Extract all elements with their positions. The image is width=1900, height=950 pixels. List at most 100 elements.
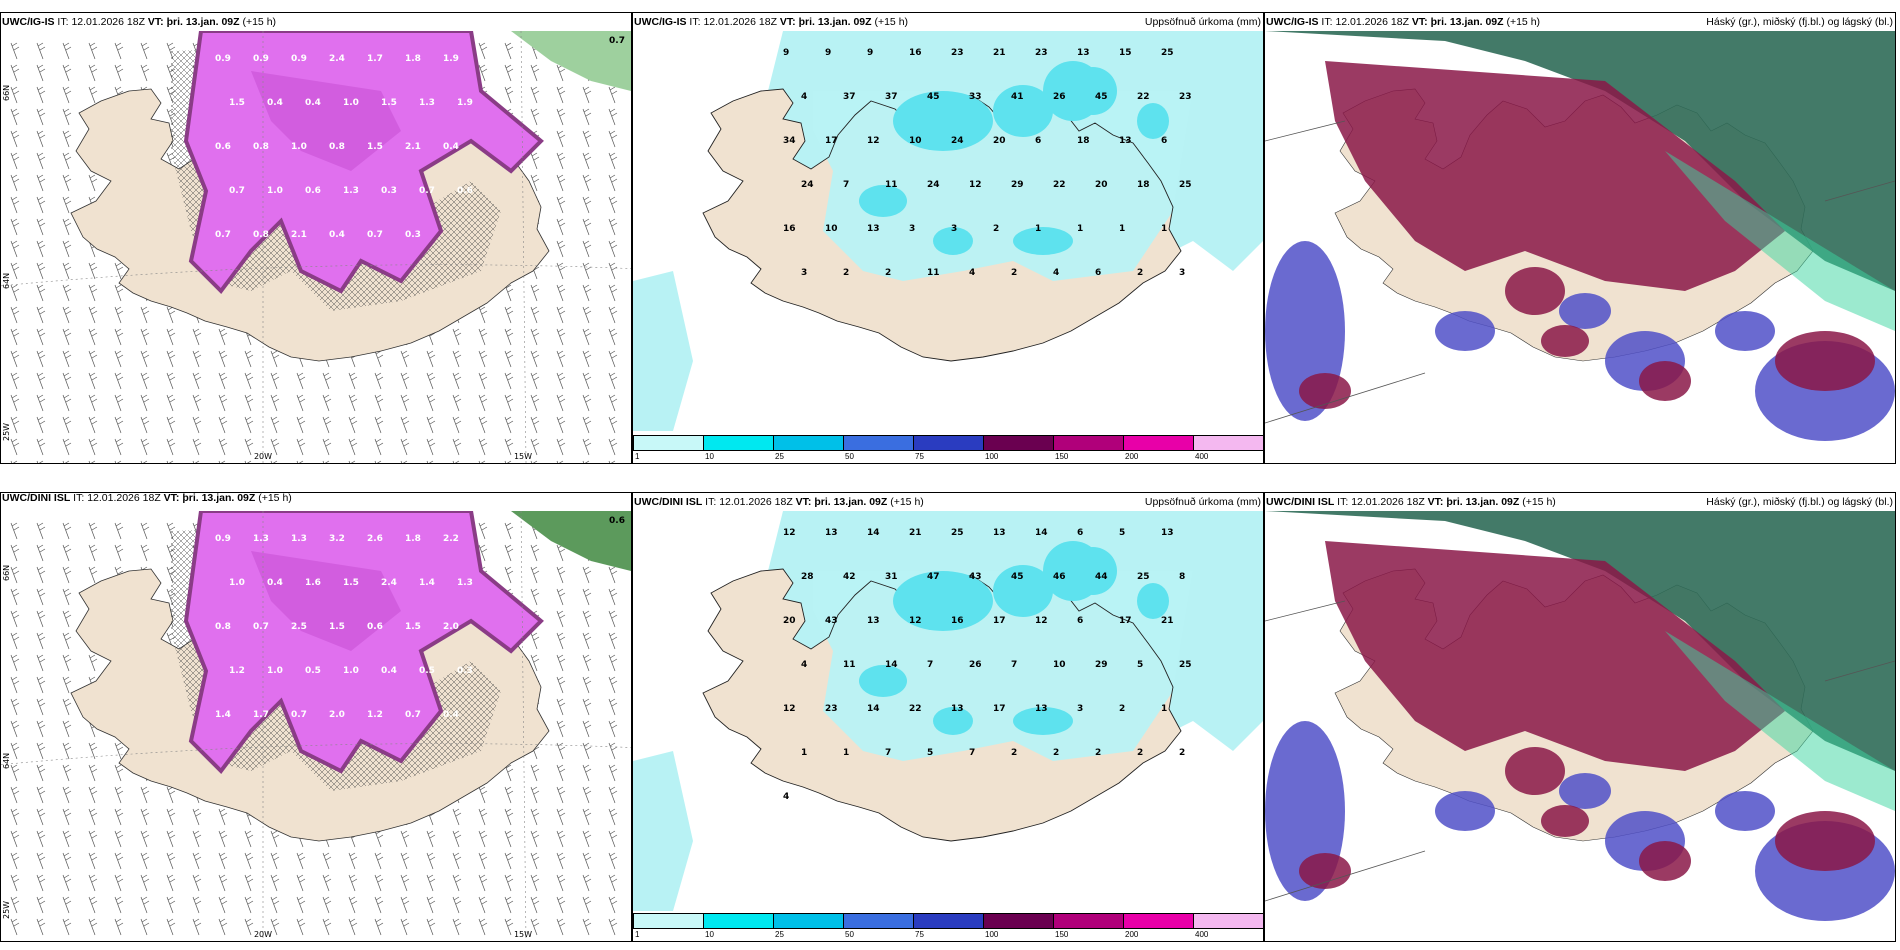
- precip-value: 2: [1137, 748, 1143, 758]
- precip-patch: [893, 571, 993, 631]
- precip-patch: [1137, 583, 1169, 619]
- it-label: IT:: [1337, 496, 1349, 508]
- precip-value: 6: [1035, 136, 1041, 146]
- value-label: 0.7: [367, 230, 383, 240]
- precip-value: 2: [993, 224, 999, 234]
- graticule: [1265, 600, 1895, 902]
- value-label: 2.5: [291, 622, 307, 632]
- precip-value: 2: [1137, 268, 1143, 278]
- model-name: UWC/DINI ISL: [1266, 496, 1335, 508]
- precip-patch: [993, 85, 1053, 137]
- legend-swatch: [983, 435, 1054, 451]
- low-cloud: [1559, 773, 1611, 809]
- precip-value: 7: [927, 660, 933, 670]
- precip-value: 37: [885, 92, 898, 102]
- value-label: 1.0: [229, 578, 245, 588]
- precip-value: 1: [1035, 224, 1041, 234]
- precip-value: 1: [843, 748, 849, 758]
- corner-value: 0.7: [609, 36, 625, 46]
- wind-map: 20W 15W 66N 64N 25W 0.7 0.9 0.9 0.9 2.4 1.7 1.8 1.9 1…: [1, 31, 631, 463]
- it-value: 12.01.2026 18Z: [87, 492, 161, 504]
- precip-value: 21: [909, 528, 922, 538]
- value-label: 0.3: [381, 186, 397, 196]
- precip-value: 2: [843, 268, 849, 278]
- precip-value: 13: [1161, 528, 1174, 538]
- lon-label: 15W: [514, 930, 532, 939]
- value-label: 0.8: [215, 622, 231, 632]
- precip-value: 22: [1137, 92, 1150, 102]
- precip-value: 9: [783, 48, 789, 58]
- precip-value: 24: [927, 180, 940, 190]
- it-value: 12.01.2026 18Z: [71, 16, 145, 28]
- precip-value: 18: [1137, 180, 1150, 190]
- precip-value: 6: [1161, 136, 1167, 146]
- value-label: 1.8: [405, 54, 421, 64]
- value-label: 2.0: [443, 622, 459, 632]
- precip-value: 43: [825, 616, 838, 626]
- lat-label: 66N: [2, 565, 11, 581]
- precip-value: 5: [927, 748, 933, 758]
- legend-swatch: [843, 435, 914, 451]
- precip-value: 3: [1179, 268, 1185, 278]
- value-label: 0.3: [457, 666, 473, 676]
- precip-value: 13: [1077, 48, 1090, 58]
- panel-cloud-dini: UWC/DINI ISL IT: 12.01.2026 18Z VT: þri.…: [1264, 492, 1896, 942]
- panel-cloud-igis: UWC/IG-IS IT: 12.01.2026 18Z VT: þri. 13…: [1264, 12, 1896, 464]
- legend-tick: 10: [705, 452, 714, 461]
- value-label: 1.2: [367, 710, 383, 720]
- lead-time: (+15 h): [874, 16, 909, 28]
- precip-patch: [933, 227, 973, 255]
- legend-swatch: [773, 435, 844, 451]
- precip-legend: 1 10 25 50 75 100 150 200 400: [633, 911, 1263, 941]
- mid-cloud: [1325, 61, 1785, 291]
- wind-map: 20W 15W 66N 64N 25W 0.6 0.9 1.3 1.3 3.2 2.6 1.8 2.2 1…: [1, 511, 631, 941]
- value-label: 1.3: [253, 534, 269, 544]
- precip-value: 13: [867, 224, 880, 234]
- precip-value: 6: [1077, 528, 1083, 538]
- value-label: 0.6: [367, 622, 383, 632]
- precip-value: 25: [1179, 180, 1192, 190]
- corner-value: 0.6: [609, 516, 625, 526]
- value-label: 0.5: [419, 666, 435, 676]
- precip-value: 16: [783, 224, 796, 234]
- precip-value: 13: [1119, 136, 1132, 146]
- corner-label: 25W: [2, 901, 11, 919]
- value-label: 1.2: [229, 666, 245, 676]
- precip-value: 20: [1095, 180, 1108, 190]
- precip-value: 24: [951, 136, 964, 146]
- value-label: 1.3: [291, 534, 307, 544]
- precip-value: 21: [993, 48, 1006, 58]
- vt-label: VT:: [795, 496, 812, 508]
- legend-swatch: [1123, 435, 1194, 451]
- value-label: 1.0: [343, 98, 359, 108]
- legend-swatch: [983, 913, 1054, 929]
- vt-label: VT:: [163, 492, 180, 504]
- precip-value: 24: [801, 180, 814, 190]
- precip-value: 26: [1053, 92, 1066, 102]
- value-label: 2.4: [381, 578, 397, 588]
- value-label: 2.2: [443, 534, 459, 544]
- lead-time: (+15 h): [1506, 16, 1541, 28]
- low-cloud: [1435, 791, 1495, 831]
- value-label: 0.8: [253, 230, 269, 240]
- value-label: 0.6: [305, 186, 321, 196]
- precip-value: 12: [909, 616, 922, 626]
- value-label: 0.8: [329, 142, 345, 152]
- precip-legend: 1 10 25 50 75 100 150 200 400: [633, 433, 1263, 463]
- lon-label: 15W: [514, 452, 532, 461]
- precip-value: 8: [1179, 572, 1185, 582]
- precip-value: 13: [867, 616, 880, 626]
- precip-value: 12: [969, 180, 982, 190]
- legend-swatch: [1053, 435, 1124, 451]
- precip-value: 11: [885, 180, 898, 190]
- it-value: 12.01.2026 18Z: [703, 16, 777, 28]
- precip-value: 1: [1161, 704, 1167, 714]
- value-label: 0.5: [305, 666, 321, 676]
- precip-value: 29: [1011, 180, 1024, 190]
- precip-value: 22: [1053, 180, 1066, 190]
- low-cloud: [1435, 311, 1495, 351]
- value-label: 1.0: [267, 186, 283, 196]
- panel-header: UWC/IG-IS IT: 12.01.2026 18Z VT: þri. 13…: [1265, 13, 1895, 31]
- value-label: 0.7: [253, 622, 269, 632]
- precip-value: 3: [909, 224, 915, 234]
